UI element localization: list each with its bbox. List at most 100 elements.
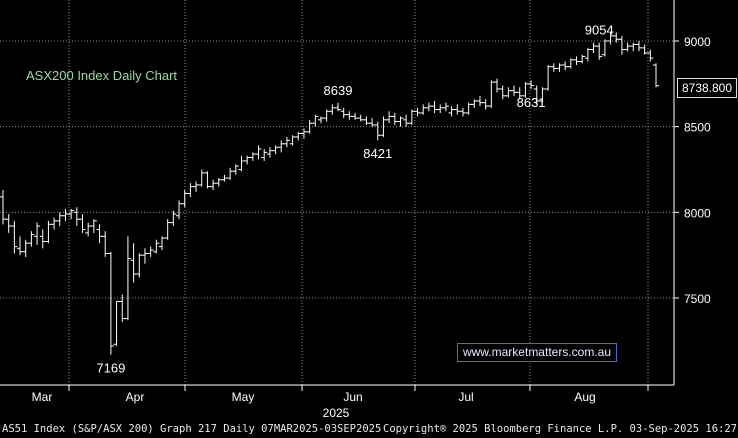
ohlc-bar (289, 135, 296, 146)
ohlc-bar (136, 253, 143, 278)
ohlc-bar (317, 116, 324, 124)
ohlc-bar (68, 208, 75, 220)
ohlc-bar (102, 231, 109, 257)
ohlc-bar (62, 208, 69, 221)
x-tick-label: May (232, 390, 255, 404)
ohlc-bar (238, 155, 245, 172)
ohlc-bar (584, 47, 591, 62)
ohlc-bar (329, 104, 336, 115)
ohlc-bar (408, 109, 415, 125)
footer-left-text: AS51 Index (S&P/ASX 200) Graph 217 Daily… (2, 423, 382, 435)
ohlc-bar (164, 219, 171, 240)
ohlc-chart: 7500 8000 8500 9000 Mar Apr May Jun Jul Aug 2025 9… (0, 0, 711, 420)
ohlc-bar (391, 112, 398, 125)
ohlc-bar (244, 155, 251, 165)
ohlc-bar (403, 114, 410, 127)
ohlc-bar (607, 31, 614, 45)
price-annotation: 8631 (517, 95, 546, 110)
ohlc-bar (647, 49, 654, 62)
ohlc-bar (181, 190, 188, 208)
ohlc-bar (0, 190, 6, 225)
price-bars (0, 31, 659, 355)
ohlc-bar (312, 114, 319, 127)
ohlc-bar (272, 145, 279, 155)
ohlc-bar (5, 214, 12, 233)
ohlc-bar (170, 210, 177, 227)
ohlc-bar (420, 104, 427, 115)
ohlc-bar (96, 224, 103, 244)
ohlc-bar (635, 41, 642, 52)
annotations: 9054 8639 8421 8631 7169 (96, 23, 613, 376)
ohlc-bar (176, 200, 183, 220)
ohlc-bar (579, 54, 586, 64)
ohlc-bar (346, 111, 353, 120)
ohlc-bar (232, 164, 239, 175)
ohlc-bar (113, 300, 120, 346)
ohlc-bar (249, 152, 256, 161)
ohlc-bar (465, 102, 472, 115)
ohlc-bar (210, 179, 217, 191)
ohlc-bar (45, 220, 52, 244)
ohlc-bar (380, 116, 387, 137)
ohlc-bar (556, 63, 563, 72)
ohlc-bar (198, 169, 205, 187)
ohlc-bar (17, 236, 24, 256)
year-label: 2025 (323, 406, 350, 420)
ohlc-bar (550, 63, 557, 72)
ohlc-bar (369, 118, 376, 127)
ohlc-bar (374, 121, 381, 141)
chart-title: ASX200 Index Daily Chart (26, 68, 178, 83)
ohlc-bar (187, 183, 194, 197)
ohlc-bar (147, 246, 154, 257)
ohlc-bar (488, 80, 495, 108)
ohlc-bar (340, 107, 347, 119)
ohlc-bar (476, 95, 483, 107)
ohlc-bar (73, 207, 80, 227)
ohlc-bar (630, 42, 637, 52)
ohlc-bar (505, 87, 512, 98)
ohlc-bar (107, 251, 114, 355)
axes: 7500 8000 8500 9000 Mar Apr May Jun Jul Aug 2025 (0, 0, 711, 420)
ohlc-bar (130, 243, 137, 283)
ohlc-bar (204, 171, 211, 189)
ohlc-bar (431, 100, 438, 113)
ohlc-bar (590, 42, 597, 53)
ohlc-bar (454, 104, 461, 115)
ohlc-bar (85, 222, 92, 237)
ohlc-bar (414, 107, 421, 117)
ohlc-bar (363, 116, 370, 125)
ohlc-bar (618, 35, 625, 55)
ohlc-bar (545, 64, 552, 91)
price-annotation: 8639 (324, 83, 353, 98)
ohlc-bar (653, 63, 659, 88)
ohlc-bar (153, 239, 160, 254)
ohlc-bar (533, 85, 540, 105)
ohlc-bar (278, 140, 285, 153)
ohlc-bar (624, 42, 631, 52)
ohlc-bar (425, 102, 432, 112)
footer-right-text: Copyright® 2025 Bloomberg Finance L.P. 0… (383, 423, 738, 435)
ohlc-bar (124, 236, 131, 321)
price-annotation: 7169 (96, 361, 125, 376)
y-tick-label: 8500 (684, 121, 711, 135)
x-tick-label: Apr (126, 390, 145, 404)
ohlc-bar (79, 214, 86, 233)
ohlc-bar (323, 109, 330, 122)
ohlc-bar (51, 217, 58, 230)
ohlc-bar (193, 181, 200, 192)
ohlc-bar (562, 61, 569, 71)
ohlc-bar (397, 116, 404, 127)
ohlc-bar (641, 44, 648, 55)
ohlc-bar (448, 106, 455, 117)
ohlc-bar (613, 32, 620, 43)
ohlc-bar (601, 39, 608, 57)
ohlc-bar (261, 148, 268, 161)
ohlc-bar (266, 147, 273, 158)
ohlc-bar (11, 220, 18, 254)
ohlc-bar (295, 131, 302, 141)
ohlc-bar (28, 231, 35, 247)
ohlc-bar (516, 87, 523, 100)
ohlc-bar (539, 87, 546, 103)
ohlc-bar (56, 212, 63, 227)
watermark-link[interactable]: www.marketmatters.com.au (457, 343, 617, 362)
